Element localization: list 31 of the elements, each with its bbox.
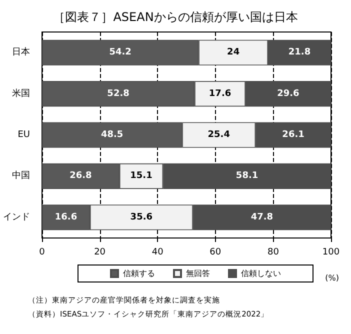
y-tick-label: 米国 xyxy=(12,88,30,99)
y-tick-label: EU xyxy=(18,130,30,140)
data-label: 35.6 xyxy=(130,212,153,222)
data-label: 29.6 xyxy=(277,88,300,99)
x-tick-label: 0 xyxy=(39,248,46,258)
x-tick-label: 20 xyxy=(94,248,106,258)
data-label: 16.6 xyxy=(54,212,78,222)
data-label: 47.8 xyxy=(250,212,274,222)
legend-label: 信頼しない xyxy=(241,269,281,278)
data-label: 15.1 xyxy=(130,171,152,182)
data-label: 24 xyxy=(227,48,240,58)
data-label: 17.6 xyxy=(208,88,232,99)
legend-label: 無回答 xyxy=(186,269,210,278)
data-label: 26.1 xyxy=(282,130,304,140)
legend-label: 信頼する xyxy=(123,269,155,278)
data-label: 25.4 xyxy=(208,130,230,140)
y-tick-label: 日本 xyxy=(12,46,30,58)
data-label: 58.1 xyxy=(236,171,258,182)
data-label: 21.8 xyxy=(288,48,311,58)
x-axis-title: (%) xyxy=(325,274,339,282)
x-tick-label: 60 xyxy=(210,248,222,258)
x-tick-label: 100 xyxy=(322,248,340,258)
data-label: 52.8 xyxy=(107,88,130,99)
chart-title: ［図表７］ASEANからの信頼が厚い国は日本 xyxy=(53,10,298,24)
data-label: 26.8 xyxy=(70,171,92,182)
y-tick-label: インド xyxy=(3,212,30,222)
y-tick-label: 中国 xyxy=(12,170,30,182)
x-tick-label: 80 xyxy=(267,248,280,258)
data-label: 54.2 xyxy=(109,48,132,58)
data-label: 48.5 xyxy=(100,130,124,140)
x-tick-label: 40 xyxy=(152,248,164,258)
